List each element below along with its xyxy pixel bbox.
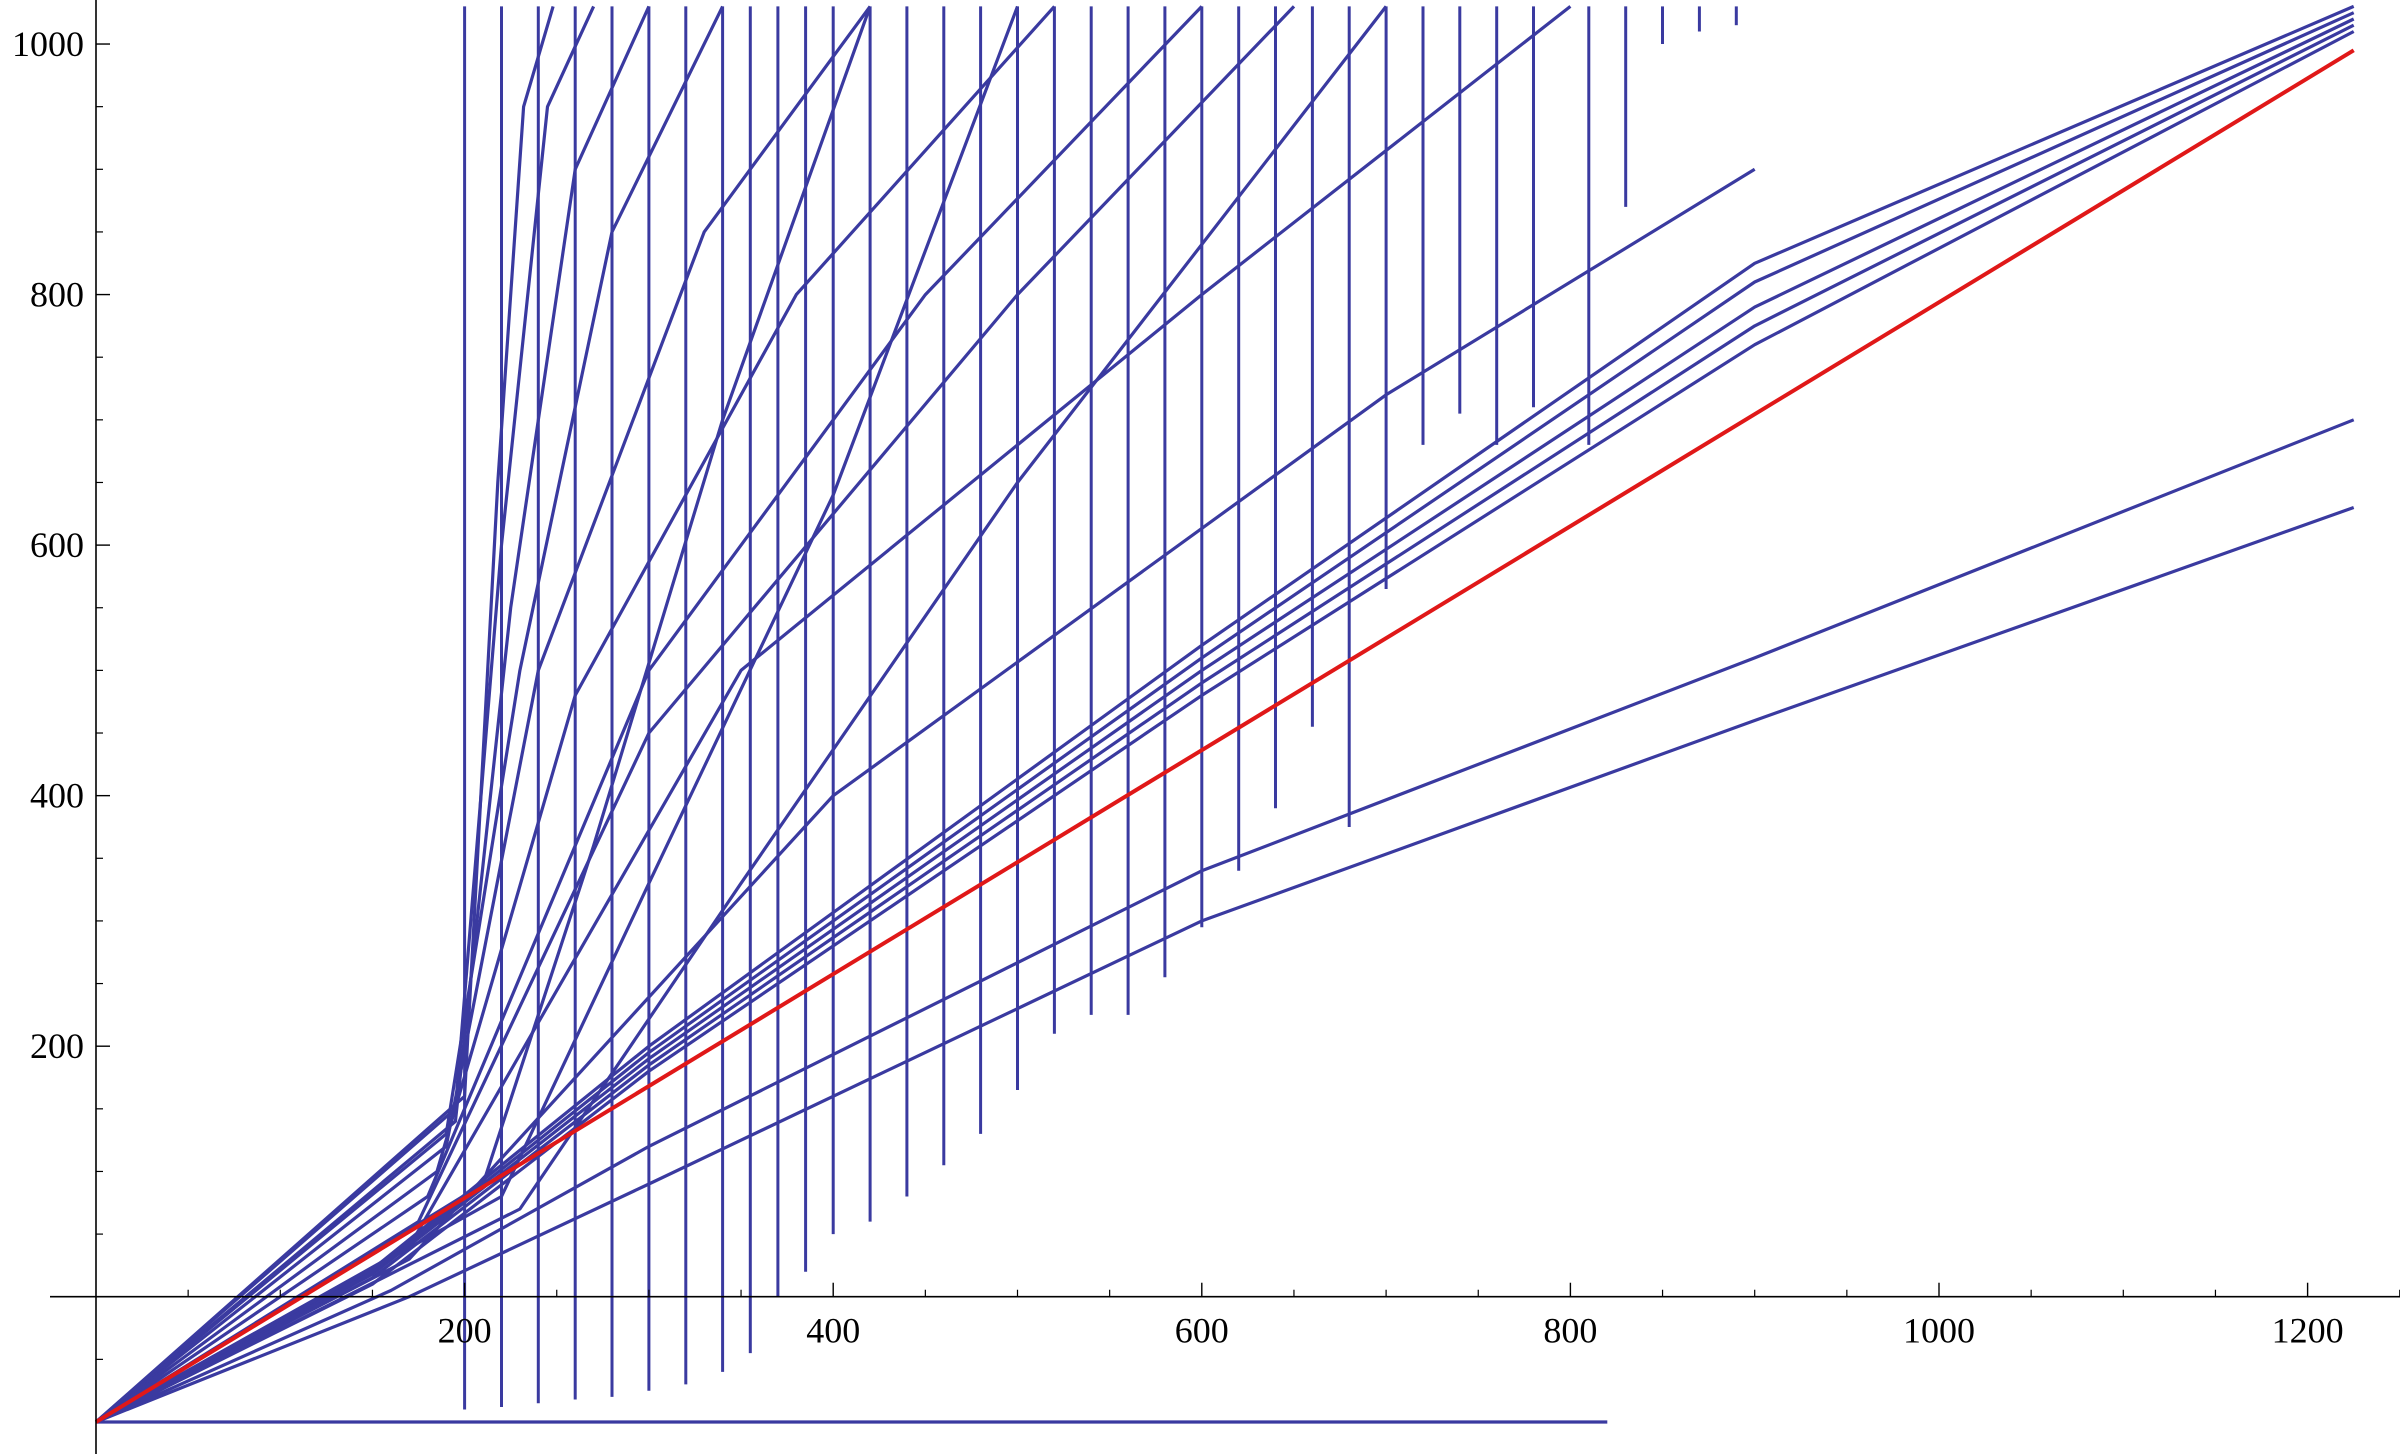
curve-line-14 bbox=[95, 5, 872, 1424]
x-tick-label-800: 800 bbox=[1543, 1311, 1597, 1351]
curve-line-5 bbox=[95, 11, 2355, 1424]
x-tick-label-1000: 1000 bbox=[1903, 1311, 1975, 1351]
reference-line bbox=[94, 48, 2355, 1424]
curve-line-7 bbox=[95, 418, 2355, 1424]
curve-line-18 bbox=[94, 5, 555, 1424]
curve-line-6 bbox=[95, 4, 2355, 1424]
y-tick-label-1000: 1000 bbox=[12, 24, 84, 64]
curve-line-16 bbox=[94, 5, 651, 1424]
y-tick-label-400: 400 bbox=[30, 776, 84, 816]
y-tick-label-800: 800 bbox=[30, 275, 84, 315]
curve-line-11 bbox=[95, 5, 1296, 1424]
x-tick-label-600: 600 bbox=[1175, 1311, 1229, 1351]
curve-line-4 bbox=[95, 17, 2355, 1424]
tick-labels: 200 400 600 800 1000 1200 200 400 600 800 1000 bbox=[12, 24, 2344, 1351]
curves-layer bbox=[94, 4, 2355, 1424]
x-tick-label-1200: 1200 bbox=[2272, 1311, 2344, 1351]
curve-line-20 bbox=[95, 5, 1019, 1424]
axes-layer bbox=[50, 0, 2400, 1454]
y-tick-label-200: 200 bbox=[30, 1026, 84, 1066]
reference-layer bbox=[94, 48, 2355, 1424]
curve-line-21 bbox=[95, 5, 1388, 1424]
curve-line-19 bbox=[95, 5, 872, 1424]
y-tick-label-600: 600 bbox=[30, 525, 84, 565]
x-tick-label-400: 400 bbox=[806, 1311, 860, 1351]
curve-line-8 bbox=[95, 505, 2355, 1424]
x-tick-label-200: 200 bbox=[438, 1311, 492, 1351]
curve-line-9 bbox=[95, 167, 1756, 1424]
